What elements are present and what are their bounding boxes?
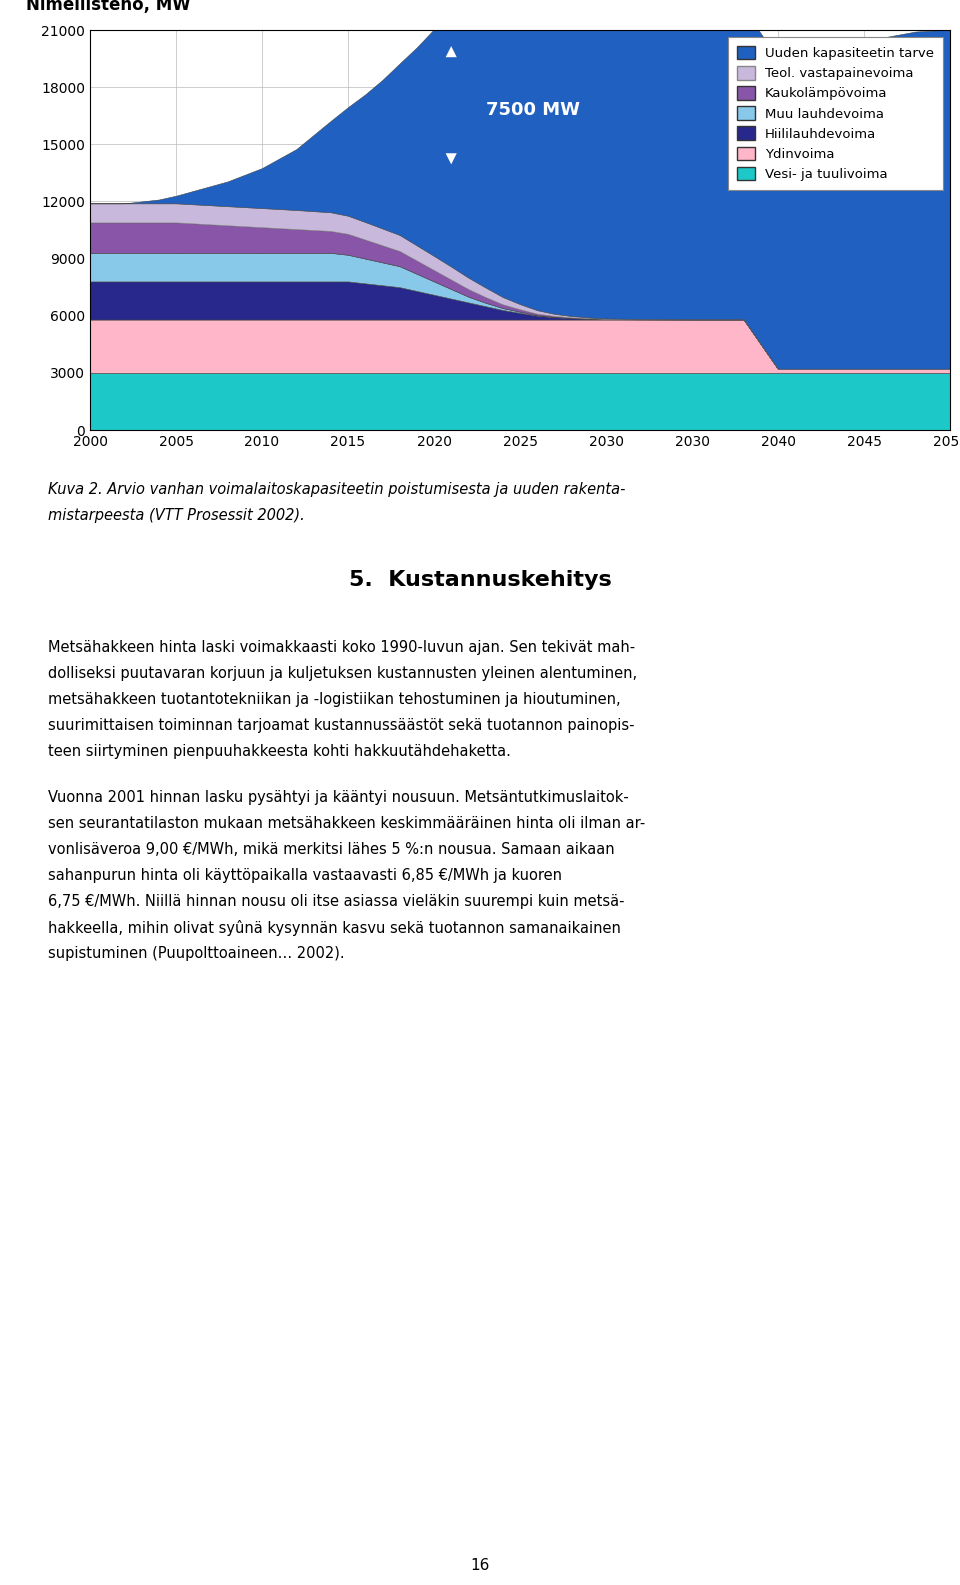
Text: dolliseksi puutavaran korjuun ja kuljetuksen kustannusten yleinen alentuminen,: dolliseksi puutavaran korjuun ja kuljetu… [48,666,637,682]
Text: 5.  Kustannuskehitys: 5. Kustannuskehitys [348,571,612,590]
Text: supistuminen (Puupolttoaineen… 2002).: supistuminen (Puupolttoaineen… 2002). [48,946,345,961]
Text: Metsähakkeen hinta laski voimakkaasti koko 1990-luvun ajan. Sen tekivät mah-: Metsähakkeen hinta laski voimakkaasti ko… [48,640,636,655]
Text: sahanpurun hinta oli käyttöpaikalla vastaavasti 6,85 €/MWh ja kuoren: sahanpurun hinta oli käyttöpaikalla vast… [48,869,562,883]
Text: teen siirtyminen pienpuuhakkeesta kohti hakkuutähdehaketta.: teen siirtyminen pienpuuhakkeesta kohti … [48,743,511,759]
Text: 6,75 €/MWh. Niillä hinnan nousu oli itse asiassa vieläkin suurempi kuin metsä-: 6,75 €/MWh. Niillä hinnan nousu oli itse… [48,894,625,910]
Text: 7500 MW: 7500 MW [486,101,580,119]
Text: Kuva 2. Arvio vanhan voimalaitoskapasiteetin poistumisesta ja uuden rakenta-: Kuva 2. Arvio vanhan voimalaitoskapasite… [48,482,625,498]
Text: Vuonna 2001 hinnan lasku pysähtyi ja kääntyi nousuun. Metsäntutkimuslaitok-: Vuonna 2001 hinnan lasku pysähtyi ja kää… [48,789,629,805]
Text: hakkeella, mihin olivat syûnä kysynnän kasvu sekä tuotannon samanaikainen: hakkeella, mihin olivat syûnä kysynnän k… [48,919,621,937]
Text: Nimellisteho, MW: Nimellisteho, MW [26,0,190,14]
Text: sen seurantatilaston mukaan metsähakkeen keskimmääräinen hinta oli ilman ar-: sen seurantatilaston mukaan metsähakkeen… [48,816,645,831]
Text: mistarpeesta (VTT Prosessit 2002).: mistarpeesta (VTT Prosessit 2002). [48,509,304,523]
Text: metsähakkeen tuotantotekniikan ja -logistiikan tehostuminen ja hioutuminen,: metsähakkeen tuotantotekniikan ja -logis… [48,693,620,707]
Text: vonlisäveroa 9,00 €/MWh, mikä merkitsi lähes 5 %:n nousua. Samaan aikaan: vonlisäveroa 9,00 €/MWh, mikä merkitsi l… [48,842,614,857]
Text: suurimittaisen toiminnan tarjoamat kustannussäästöt sekä tuotannon painopis-: suurimittaisen toiminnan tarjoamat kusta… [48,718,635,732]
Text: 16: 16 [470,1558,490,1572]
Legend: Uuden kapasiteetin tarve, Teol. vastapainevoima, Kaukolämpövoima, Muu lauhdevoim: Uuden kapasiteetin tarve, Teol. vastapai… [729,36,944,190]
